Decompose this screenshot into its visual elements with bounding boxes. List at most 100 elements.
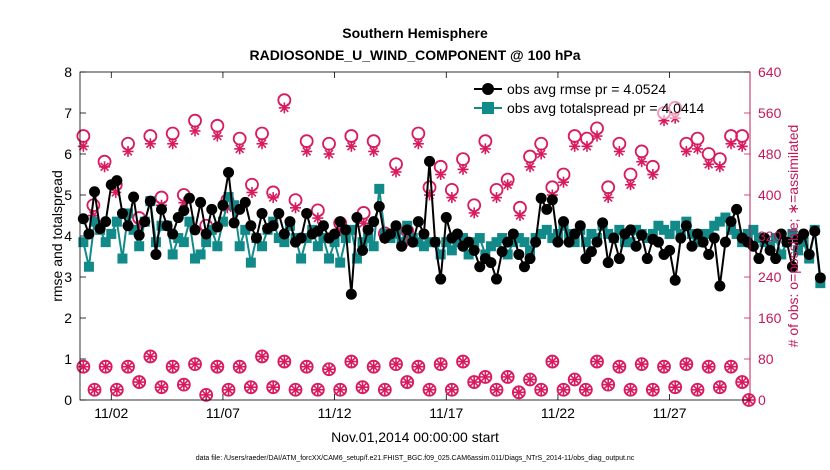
rmse-point — [630, 240, 642, 252]
obs-assimilated-marker — [390, 358, 402, 370]
obs-asterisk-stroke — [335, 385, 345, 395]
obs-assimilated-marker — [468, 376, 480, 388]
obs-assimilated-marker — [692, 143, 704, 155]
footer-datafile: data file: /Users/raeder/DAI/ATM_forcXX/… — [196, 455, 635, 462]
spread-point — [329, 237, 340, 248]
rmse-point — [267, 220, 279, 232]
spread-point — [100, 237, 111, 248]
obs-asterisk-stroke — [324, 149, 334, 159]
spread-point — [173, 233, 184, 244]
obs-assimilated-marker — [546, 356, 558, 368]
obs-possible-marker — [366, 359, 381, 374]
spread-point — [731, 228, 742, 239]
obs-assimilated-marker — [111, 384, 123, 396]
spread-point — [748, 224, 759, 235]
y-tick-label: 4 — [64, 228, 72, 244]
y-tick-label: 3 — [64, 269, 72, 285]
rmse-point — [144, 195, 156, 207]
obs-possible-marker — [467, 375, 482, 389]
y-right-tick-label: 480 — [758, 146, 782, 162]
obs-possible-marker — [333, 382, 348, 397]
y-right-tick-label: 400 — [758, 187, 782, 203]
rmse-point — [418, 228, 430, 240]
obs-asterisk-stroke — [436, 359, 446, 369]
obs-asterisk-stroke — [536, 385, 546, 395]
obs-asterisk-stroke — [648, 170, 658, 179]
obs-assimilated-marker — [647, 169, 659, 180]
obs-assimilated-marker — [446, 192, 458, 204]
obs-asterisk-stroke — [247, 187, 257, 197]
obs-assimilated-marker — [267, 192, 279, 204]
obs-assimilated-marker — [479, 371, 491, 383]
obs-asterisk-stroke — [614, 146, 624, 156]
spread-point — [229, 200, 240, 211]
obs-assimilated-marker — [234, 143, 246, 155]
obs-asterisk-stroke — [279, 103, 289, 113]
rmse-point — [100, 216, 112, 228]
x-axis-label: Nov.01,2014 00:00:00 start — [331, 429, 499, 445]
spread-point — [569, 237, 580, 248]
obs-asterisk-stroke — [648, 385, 658, 395]
obs-assimilated-marker — [714, 381, 726, 393]
obs-asterisk-stroke — [737, 141, 747, 151]
y-tick-label: 8 — [64, 64, 72, 80]
spread-point — [742, 228, 753, 239]
obs-assimilated-marker — [435, 169, 447, 180]
rmse-point — [574, 220, 586, 232]
rmse-point — [317, 220, 329, 232]
obs-asterisk-stroke — [380, 385, 390, 395]
spread-point — [692, 237, 703, 248]
rmse-point — [111, 175, 123, 187]
spread-point — [89, 216, 100, 227]
spread-point — [491, 237, 502, 248]
obs-assimilated-marker — [211, 130, 223, 142]
obs-assimilated-marker — [647, 384, 659, 396]
obs-possible-marker — [121, 359, 135, 374]
rmse-point — [563, 236, 575, 248]
obs-possible-marker — [266, 380, 281, 395]
obs-possible-marker — [724, 359, 738, 374]
spread-point — [212, 241, 223, 252]
rmse-point — [759, 232, 771, 244]
legend-rmse-label: obs avg rmse pr = 4.0524 — [507, 81, 666, 97]
spread-point — [312, 241, 323, 252]
obs-asterisk-stroke — [503, 180, 513, 190]
obs-asterisk-stroke — [212, 362, 222, 372]
obs-assimilated-marker — [189, 125, 201, 137]
spread-point — [709, 220, 720, 231]
obs-asterisk-stroke — [592, 131, 602, 141]
spread-point — [134, 241, 145, 252]
obs-possible-marker — [422, 382, 437, 397]
rmse-point — [468, 244, 480, 256]
obs-asterisk-stroke — [559, 385, 568, 395]
spread-point — [150, 237, 161, 248]
obs-assimilated-marker — [323, 148, 335, 160]
spread-point — [184, 216, 195, 227]
obs-asterisk-stroke — [737, 377, 747, 387]
rmse-point — [753, 253, 765, 265]
obs-asterisk-stroke — [525, 162, 535, 172]
rmse-point — [401, 224, 413, 236]
obs-possible-marker — [411, 359, 426, 374]
spread-point — [497, 233, 508, 244]
obs-asterisk-stroke — [123, 146, 133, 156]
obs-possible-marker — [165, 359, 180, 374]
obs-possible-marker — [433, 357, 448, 372]
obs-possible-marker — [456, 354, 470, 369]
rmse-point — [407, 236, 419, 248]
obs-possible-marker — [389, 357, 403, 372]
rmse-point — [541, 203, 553, 215]
spread-point — [659, 224, 670, 235]
rmse-point — [546, 194, 558, 206]
spread-point — [391, 228, 402, 239]
obs-possible-marker — [567, 372, 582, 387]
spread-point — [519, 237, 530, 248]
obs-asterisk-stroke — [480, 144, 490, 154]
obs-asterisk-stroke — [413, 362, 423, 372]
spread-point — [603, 228, 614, 239]
obs-possible-marker — [590, 354, 604, 369]
obs-asterisk-stroke — [134, 377, 144, 387]
obs-assimilated-marker — [99, 161, 111, 173]
obs-possible-marker — [132, 375, 147, 389]
legend-spread-label: obs avg totalspread pr = 4.0414 — [507, 100, 705, 116]
